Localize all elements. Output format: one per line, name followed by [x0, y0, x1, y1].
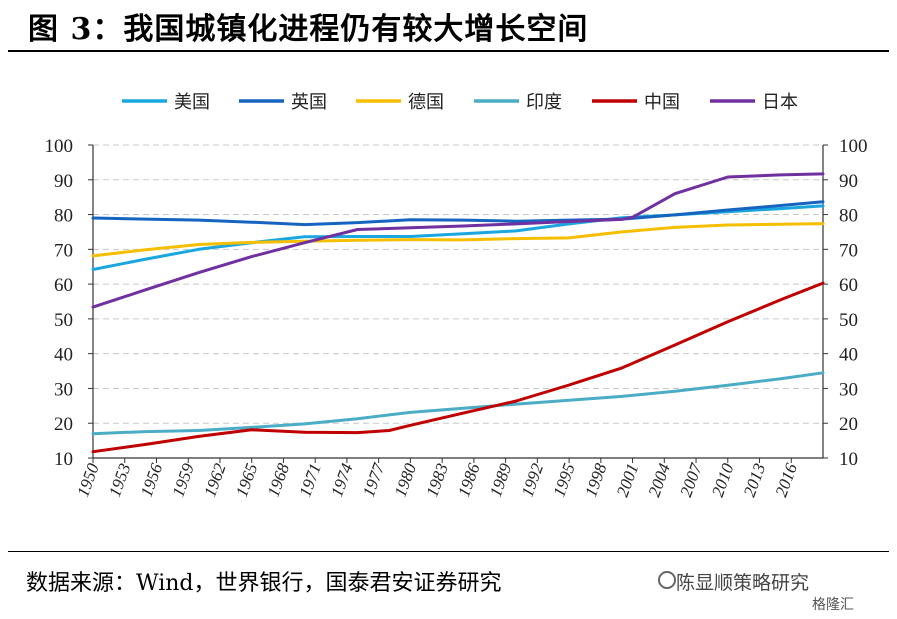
x-tick-label: 1968 — [264, 460, 294, 499]
x-tick-label: 1965 — [232, 461, 261, 499]
watermark-brand: 格隆汇 — [812, 597, 854, 613]
x-tick-label: 2010 — [708, 460, 738, 499]
x-tick-label: 1971 — [295, 461, 324, 499]
series-line — [91, 204, 825, 271]
x-tick-label: 1995 — [549, 461, 578, 499]
legend-label: 印度 — [526, 92, 562, 112]
y2-tick-label: 20 — [839, 414, 858, 435]
y2-tick-label: 80 — [839, 206, 858, 227]
x-tick-label: 2004 — [645, 460, 675, 499]
x-tick-label: 1989 — [486, 460, 516, 499]
y2-tick-label: 40 — [839, 345, 858, 366]
y2-tick-label: 60 — [839, 275, 858, 296]
legend-label: 美国 — [174, 92, 210, 112]
axes: 10 20 30 40 50 60 70 80 90 100 10 20 30 40 50 60 70 80 90 1… — [45, 136, 868, 499]
x-tick-label: 1974 — [327, 460, 357, 499]
series-lines — [91, 172, 825, 454]
figure-title: 图 3：我国城镇化进程仍有较大增长空间 — [28, 12, 589, 47]
x-tick-label: 1953 — [105, 461, 134, 499]
y-tick-label: 70 — [54, 240, 73, 261]
x-tick-label: 1950 — [73, 460, 103, 499]
series-line — [91, 371, 825, 436]
x-tick-label: 1980 — [391, 460, 421, 499]
y2-tick-label: 30 — [839, 379, 858, 400]
legend-label: 英国 — [291, 92, 327, 112]
y2-tick-label: 100 — [839, 136, 868, 157]
chart-legend: 美国 英国 德国 印度 中国 日本 — [122, 92, 798, 112]
x-tick-label: 1959 — [168, 460, 198, 499]
x-tick-label: 2016 — [772, 460, 802, 499]
y-tick-label: 90 — [54, 171, 73, 192]
x-tick-label: 1992 — [518, 460, 548, 499]
series-line — [91, 281, 825, 454]
y2-tick-label: 10 — [839, 449, 858, 470]
y-tick-label: 40 — [54, 345, 73, 366]
series-line — [91, 222, 825, 258]
x-tick-label: 2013 — [740, 461, 769, 499]
wechat-icon — [658, 571, 676, 589]
bottom-rule — [8, 551, 889, 552]
y2-tick-label: 70 — [839, 240, 858, 261]
x-tick-label: 2007 — [676, 459, 706, 499]
y2-tick-label: 90 — [839, 171, 858, 192]
y-tick-label: 100 — [45, 136, 74, 157]
x-tick-label: 2001 — [613, 461, 642, 499]
x-tick-label: 1983 — [422, 461, 451, 499]
legend-label: 德国 — [408, 92, 444, 112]
legend-label: 日本 — [762, 92, 798, 112]
source-note: 数据来源：Wind，世界银行，国泰君安证券研究 — [26, 571, 502, 596]
x-tick-label: 1956 — [137, 460, 167, 499]
y-tick-label: 80 — [54, 206, 73, 227]
y-tick-label: 60 — [54, 275, 73, 296]
y-tick-label: 10 — [54, 449, 73, 470]
top-rule — [8, 50, 889, 52]
series-line — [91, 172, 825, 309]
gridlines — [93, 144, 823, 424]
y-tick-label: 20 — [54, 414, 73, 435]
watermark-text: 陈显顺策略研究 — [676, 572, 810, 594]
series-line — [91, 200, 825, 227]
y-tick-label: 30 — [54, 379, 73, 400]
x-tick-label: 1977 — [359, 459, 389, 499]
y-tick-label: 50 — [54, 310, 73, 331]
y2-tick-label: 50 — [839, 310, 858, 331]
x-tick-label: 1998 — [581, 460, 611, 499]
legend-label: 中国 — [644, 92, 680, 112]
x-tick-label: 1962 — [200, 460, 230, 499]
x-tick-label: 1986 — [454, 460, 484, 499]
